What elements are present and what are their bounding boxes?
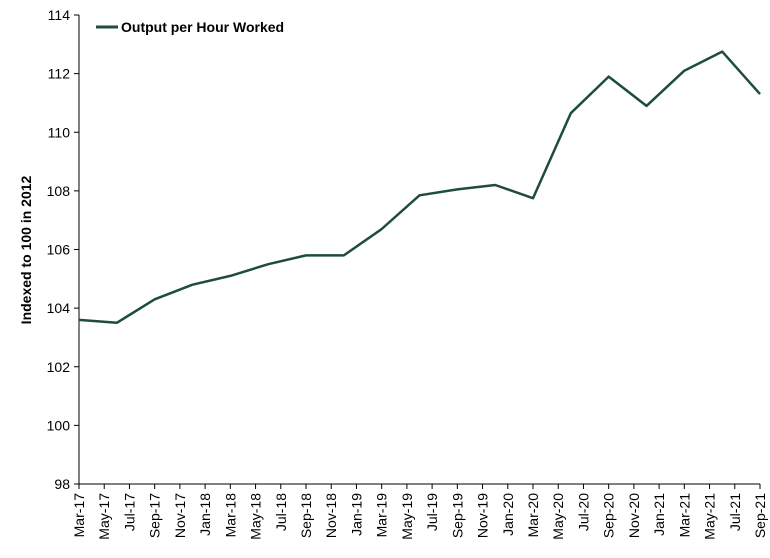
- series-line-0: [78, 50, 761, 325]
- legend-label: Output per Hour Worked: [121, 19, 284, 35]
- x-tick-label: Mar-18: [222, 493, 238, 538]
- y-tick-label: 112: [48, 66, 71, 82]
- x-tick-label: Nov-19: [475, 493, 491, 538]
- y-tick-label: 100: [47, 417, 71, 433]
- x-tick-label: Jul-17: [121, 493, 137, 531]
- y-tick-label: 102: [47, 359, 71, 375]
- y-tick-label: 110: [48, 124, 71, 140]
- y-tick-label: 104: [47, 300, 71, 316]
- y-tick-label: 106: [47, 242, 71, 258]
- x-tick-label: Mar-17: [71, 493, 87, 538]
- x-tick-label: Nov-17: [172, 493, 188, 538]
- y-tick-label: 108: [47, 183, 71, 199]
- x-tick-label: Mar-21: [676, 493, 692, 538]
- x-tick-label: Sep-19: [449, 493, 465, 538]
- x-tick-label: Jan-21: [651, 493, 667, 536]
- x-tick-label: Jan-19: [348, 493, 364, 536]
- x-tick-label: Sep-21: [752, 493, 768, 538]
- series-layer: [78, 50, 761, 325]
- y-tick-label: 114: [48, 7, 71, 23]
- x-tick-label: Jan-18: [197, 493, 213, 536]
- x-tick-label: May-18: [248, 493, 264, 540]
- x-tick-label: Jul-20: [575, 493, 591, 531]
- x-tick-label: Sep-20: [601, 493, 617, 538]
- x-tick-label: Sep-18: [298, 493, 314, 538]
- x-tick-label: Nov-18: [323, 493, 339, 538]
- x-tick-label: Jul-18: [273, 493, 289, 531]
- x-tick-label: Mar-19: [374, 493, 390, 538]
- x-tick-label: Sep-17: [147, 493, 163, 538]
- y-tick-label: 98: [54, 476, 70, 492]
- y-axis-label: Indexed to 100 in 2012: [18, 175, 34, 324]
- x-tick-label: May-17: [96, 493, 112, 540]
- x-tick-label: Jul-19: [424, 493, 440, 531]
- x-tick-label: Nov-20: [626, 493, 642, 538]
- x-tick-label: May-19: [399, 493, 415, 540]
- x-tick-label: Mar-20: [525, 493, 541, 538]
- x-tick-label: May-20: [550, 493, 566, 540]
- x-tick-label: Jul-21: [727, 493, 743, 531]
- x-axis: Mar-17 May-17 Jul-17 Sep-17 Nov-17 Jan-18 Mar-…: [71, 484, 768, 540]
- legend: Output per Hour Worked: [96, 19, 284, 35]
- y-axis: 98 100 102 104 106 108 110 112 114: [47, 7, 79, 492]
- x-tick-label: Jan-20: [500, 493, 516, 536]
- x-tick-label: May-21: [702, 493, 718, 540]
